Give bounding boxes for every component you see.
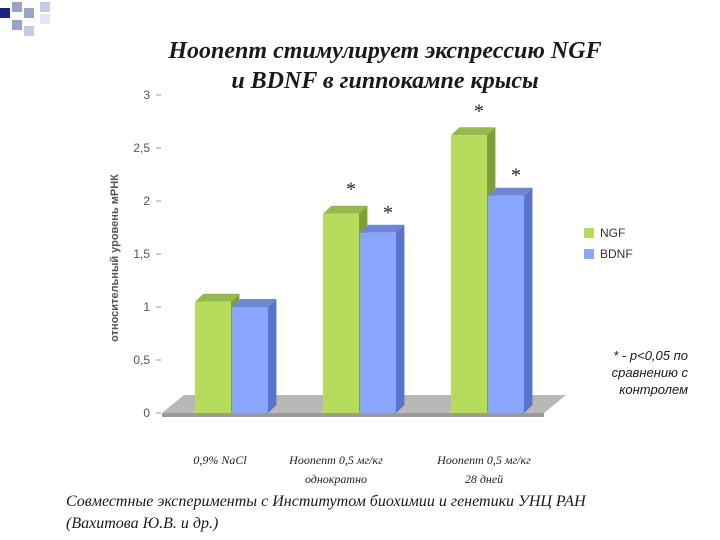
y-tick-label: 0,5 <box>133 353 150 367</box>
footer-credit: Совместные эксперименты с Институтом био… <box>66 491 706 535</box>
y-tick-label: 1,5 <box>133 247 150 261</box>
legend-label: NGF <box>600 226 625 240</box>
title-line-2: и BDNF в гиппокампе крысы <box>231 68 539 94</box>
slide-title: Ноопепт стимулирует экспрессию NGF и BDN… <box>0 36 720 96</box>
bar-bdnf-top <box>232 299 277 307</box>
y-tick-label: 2 <box>143 194 150 208</box>
bar-ngf-top <box>323 205 368 214</box>
category-label: Ноопепт 0,5 мг/кг <box>288 453 383 467</box>
bar-bdnf-side <box>396 224 405 413</box>
significance-star: * <box>511 165 521 187</box>
bar-bdnf-top <box>488 187 533 196</box>
y-axis-label: относительный уровень мРНК <box>109 174 121 342</box>
bar-bdnf <box>232 307 268 413</box>
legend-label: BDNF <box>600 247 633 261</box>
legend-swatch <box>584 249 594 259</box>
corner-squares-decoration <box>0 2 50 36</box>
bar-bdnf-side <box>524 187 533 413</box>
significance-note: сравнению с <box>612 365 689 380</box>
bar-ngf <box>323 213 359 413</box>
y-tick-label: 1 <box>143 300 150 314</box>
significance-star: * <box>383 202 393 224</box>
footer-line-1: Совместные эксперименты с Институтом био… <box>66 493 586 510</box>
category-label: Ноопепт 0,5 мг/кг <box>436 453 531 467</box>
significance-note: контролем <box>619 382 688 397</box>
bar-ngf <box>195 301 231 413</box>
significance-note: * - p<0,05 по <box>613 348 688 363</box>
title-line-1: Ноопепт стимулирует экспрессию NGF <box>168 38 602 64</box>
bar-bdnf <box>488 195 524 413</box>
bar-bdnf-side <box>268 299 277 413</box>
bar-bdnf-top <box>360 224 405 233</box>
y-tick-label: 2,5 <box>133 141 150 155</box>
y-tick-label: 0 <box>143 406 150 420</box>
legend-swatch <box>584 228 594 238</box>
footer-line-2: (Вахитова Ю.В. и др.) <box>66 515 219 532</box>
significance-star: * <box>346 179 356 201</box>
bar-bdnf <box>360 232 396 413</box>
chart-floor-edge <box>162 413 544 417</box>
category-label: 28 дней <box>465 472 503 486</box>
category-label: однократно <box>305 472 367 486</box>
bar-ngf <box>451 135 487 413</box>
y-tick-label: 3 <box>143 88 150 102</box>
bar-ngf-top <box>451 127 496 136</box>
category-label: 0,9% NaCl <box>193 453 247 467</box>
bar-ngf-top <box>195 293 240 302</box>
significance-star: * <box>474 100 484 122</box>
